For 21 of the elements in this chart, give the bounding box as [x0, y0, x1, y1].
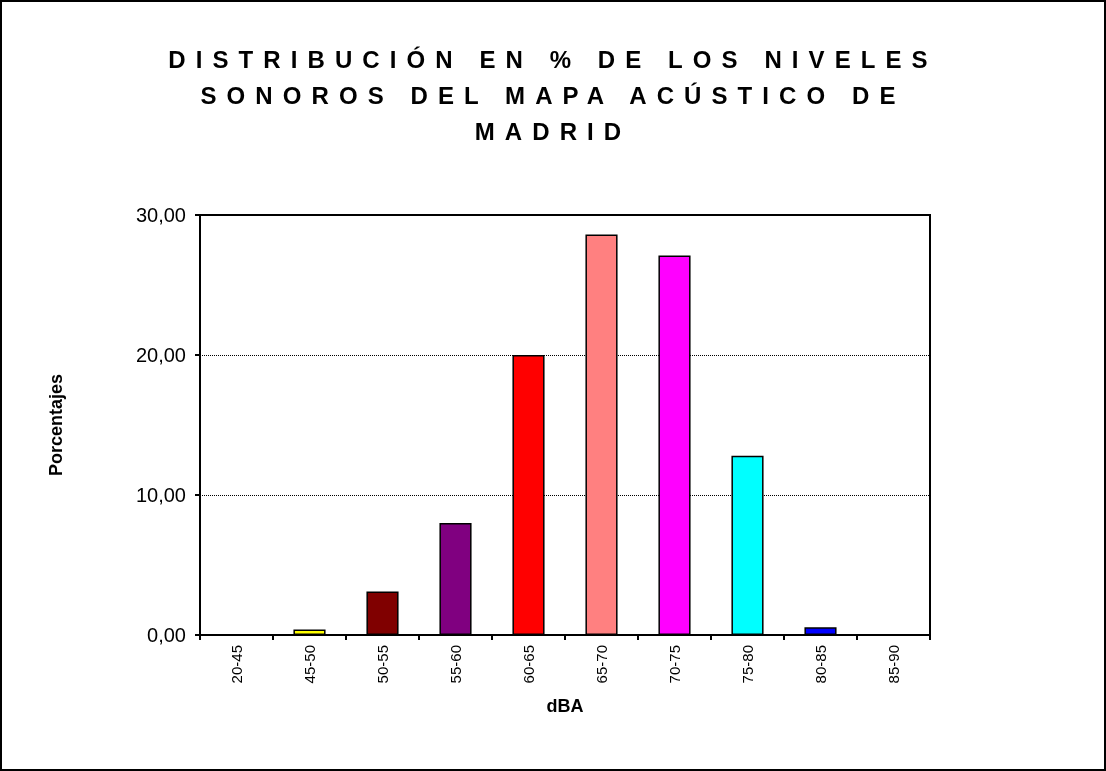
x-axis-title: dBA — [546, 696, 584, 716]
x-tick-label: 80-85 — [812, 645, 829, 684]
bar — [293, 629, 326, 635]
y-tick-label: 20,00 — [135, 344, 186, 366]
y-tick-label: 0,00 — [147, 624, 186, 646]
x-tick-label: 85-90 — [885, 645, 902, 684]
x-tick-label: 55-60 — [447, 645, 464, 684]
bar — [439, 523, 472, 635]
chart-title: DISTRIBUCIÓN EN % DE LOS NIVELES SONOROS DEL MAPA ACÚSTICO DE MADRID — [167, 45, 939, 147]
y-tick-label: 10,00 — [135, 484, 186, 506]
y-axis-title: Porcentajes — [46, 373, 66, 477]
x-tick-label: 75-80 — [739, 645, 756, 684]
x-tick-label: 70-75 — [666, 645, 683, 684]
x-tick-label: 60-65 — [520, 645, 537, 684]
x-tick-label: 45-50 — [301, 645, 318, 684]
x-tick-label: 65-70 — [593, 645, 610, 684]
bar — [366, 591, 399, 635]
bar — [804, 627, 837, 635]
x-tick-label: 20-45 — [228, 645, 245, 684]
y-tick-label: 30,00 — [135, 204, 186, 226]
x-tick-label: 50-55 — [374, 645, 391, 684]
